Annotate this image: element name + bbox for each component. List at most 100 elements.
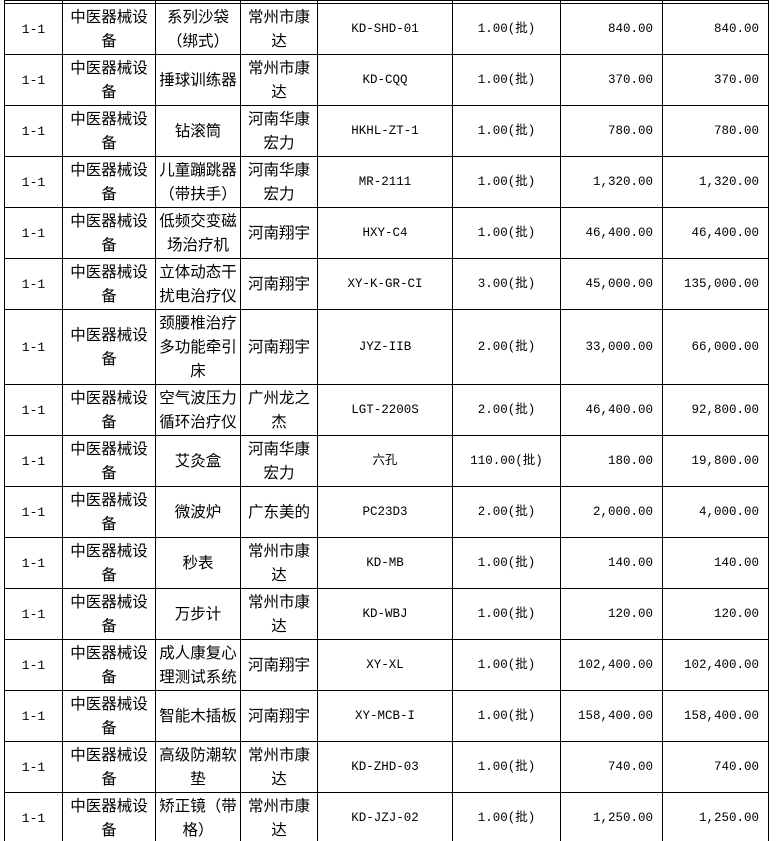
cell-unit-price: 370.00 <box>560 54 663 106</box>
cell-total-price: 370.00 <box>662 54 769 106</box>
cell-item-no: 1-1 <box>4 156 63 208</box>
table-row: 1-1 中医器械设备 立体动态干扰电治疗仪 河南翔宇 XY-K-GR-CI 3.00(批)… <box>4 258 769 310</box>
cell-model: KD-MB <box>317 537 453 589</box>
cell-model: XY-XL <box>317 639 453 691</box>
cell-unit-price: 45,000.00 <box>560 258 663 310</box>
cell-unit-price: 46,400.00 <box>560 207 663 259</box>
cell-category: 中医器械设备 <box>62 435 156 487</box>
cell-model: HXY-C4 <box>317 207 453 259</box>
cell-category: 中医器械设备 <box>62 690 156 742</box>
cell-category: 中医器械设备 <box>62 639 156 691</box>
cell-manufacturer: 常州市康达 <box>240 588 318 640</box>
cell-unit-price: 180.00 <box>560 435 663 487</box>
cell-manufacturer: 常州市康达 <box>240 3 318 55</box>
cell-unit-price: 1,250.00 <box>560 792 663 841</box>
cell-item-no: 1-1 <box>4 588 63 640</box>
cell-manufacturer: 河南华康宏力 <box>240 435 318 487</box>
cell-manufacturer: 河南翔宇 <box>240 690 318 742</box>
cell-unit-price: 1,320.00 <box>560 156 663 208</box>
cell-total-price: 1,320.00 <box>662 156 769 208</box>
cell-model: PC23D3 <box>317 486 453 538</box>
cell-item-no: 1-1 <box>4 486 63 538</box>
cell-name: 空气波压力循环治疗仪 <box>155 384 241 436</box>
cell-manufacturer: 常州市康达 <box>240 54 318 106</box>
cell-quantity: 1.00(批) <box>452 105 561 157</box>
cell-unit-price: 2,000.00 <box>560 486 663 538</box>
table-row: 1-1 中医器械设备 万步计 常州市康达 KD-WBJ 1.00(批) 120.00 120.… <box>4 588 769 640</box>
cell-total-price: 140.00 <box>662 537 769 589</box>
table-row: 1-1 中医器械设备 系列沙袋（绑式） 常州市康达 KD-SHD-01 1.00(批) 84… <box>4 3 769 55</box>
cell-name: 万步计 <box>155 588 241 640</box>
cell-total-price: 92,800.00 <box>662 384 769 436</box>
cell-total-price: 740.00 <box>662 741 769 793</box>
cell-manufacturer: 广州龙之杰 <box>240 384 318 436</box>
cell-model: KD-CQQ <box>317 54 453 106</box>
cell-model: XY-MCB-I <box>317 690 453 742</box>
cell-model: LGT-2200S <box>317 384 453 436</box>
cell-category: 中医器械设备 <box>62 3 156 55</box>
cell-category: 中医器械设备 <box>62 258 156 310</box>
cell-quantity: 2.00(批) <box>452 384 561 436</box>
cell-item-no: 1-1 <box>4 309 63 385</box>
cell-name: 立体动态干扰电治疗仪 <box>155 258 241 310</box>
cell-total-price: 158,400.00 <box>662 690 769 742</box>
cell-name: 高级防潮软垫 <box>155 741 241 793</box>
cell-unit-price: 46,400.00 <box>560 384 663 436</box>
cell-unit-price: 740.00 <box>560 741 663 793</box>
cell-name: 矫正镜（带格） <box>155 792 241 841</box>
cell-quantity: 1.00(批) <box>452 690 561 742</box>
cell-total-price: 102,400.00 <box>662 639 769 691</box>
cell-manufacturer: 河南华康宏力 <box>240 105 318 157</box>
cell-quantity: 1.00(批) <box>452 3 561 55</box>
cell-model: JYZ-IIB <box>317 309 453 385</box>
cell-item-no: 1-1 <box>4 54 63 106</box>
cell-manufacturer: 常州市康达 <box>240 792 318 841</box>
cell-unit-price: 33,000.00 <box>560 309 663 385</box>
cell-name: 儿童蹦跳器（带扶手） <box>155 156 241 208</box>
cell-name: 秒表 <box>155 537 241 589</box>
cell-quantity: 1.00(批) <box>452 639 561 691</box>
cell-quantity: 1.00(批) <box>452 792 561 841</box>
cell-total-price: 19,800.00 <box>662 435 769 487</box>
cell-item-no: 1-1 <box>4 690 63 742</box>
table-row: 1-1 中医器械设备 微波炉 广东美的 PC23D3 2.00(批) 2,000.00 4,0… <box>4 486 769 538</box>
table-row: 1-1 中医器械设备 钻滚筒 河南华康宏力 HKHL-ZT-1 1.00(批) 780.00… <box>4 105 769 157</box>
cell-unit-price: 140.00 <box>560 537 663 589</box>
table-row: 1-1 中医器械设备 矫正镜（带格） 常州市康达 KD-JZJ-02 1.00(批) 1,2… <box>4 792 769 841</box>
equipment-list-table: 1-1 中医器械设备 系列沙袋（绑式） 常州市康达 KD-SHD-01 1.00(批) 84… <box>4 0 769 841</box>
cell-quantity: 1.00(批) <box>452 156 561 208</box>
cell-quantity: 1.00(批) <box>452 537 561 589</box>
cell-item-no: 1-1 <box>4 741 63 793</box>
cell-unit-price: 780.00 <box>560 105 663 157</box>
cell-item-no: 1-1 <box>4 105 63 157</box>
cell-category: 中医器械设备 <box>62 54 156 106</box>
cell-name: 低频交变磁场治疗机 <box>155 207 241 259</box>
cell-total-price: 4,000.00 <box>662 486 769 538</box>
cell-manufacturer: 河南翔宇 <box>240 258 318 310</box>
table-row: 1-1 中医器械设备 捶球训练器 常州市康达 KD-CQQ 1.00(批) 370.00 37… <box>4 54 769 106</box>
cell-model: MR-2111 <box>317 156 453 208</box>
cell-model: XY-K-GR-CI <box>317 258 453 310</box>
cell-category: 中医器械设备 <box>62 105 156 157</box>
cell-quantity: 2.00(批) <box>452 309 561 385</box>
cell-name: 微波炉 <box>155 486 241 538</box>
cell-model: KD-JZJ-02 <box>317 792 453 841</box>
cell-item-no: 1-1 <box>4 792 63 841</box>
cell-manufacturer: 河南翔宇 <box>240 639 318 691</box>
cell-manufacturer: 河南翔宇 <box>240 207 318 259</box>
cell-model: HKHL-ZT-1 <box>317 105 453 157</box>
table-row: 1-1 中医器械设备 智能木插板 河南翔宇 XY-MCB-I 1.00(批) 158,400… <box>4 690 769 742</box>
cell-total-price: 780.00 <box>662 105 769 157</box>
cell-name: 智能木插板 <box>155 690 241 742</box>
cell-total-price: 46,400.00 <box>662 207 769 259</box>
cell-category: 中医器械设备 <box>62 537 156 589</box>
cell-total-price: 840.00 <box>662 3 769 55</box>
cell-quantity: 1.00(批) <box>452 54 561 106</box>
cell-item-no: 1-1 <box>4 435 63 487</box>
cell-total-price: 120.00 <box>662 588 769 640</box>
cell-unit-price: 840.00 <box>560 3 663 55</box>
cell-model: KD-WBJ <box>317 588 453 640</box>
cell-name: 成人康复心理测试系统 <box>155 639 241 691</box>
cell-manufacturer: 常州市康达 <box>240 741 318 793</box>
